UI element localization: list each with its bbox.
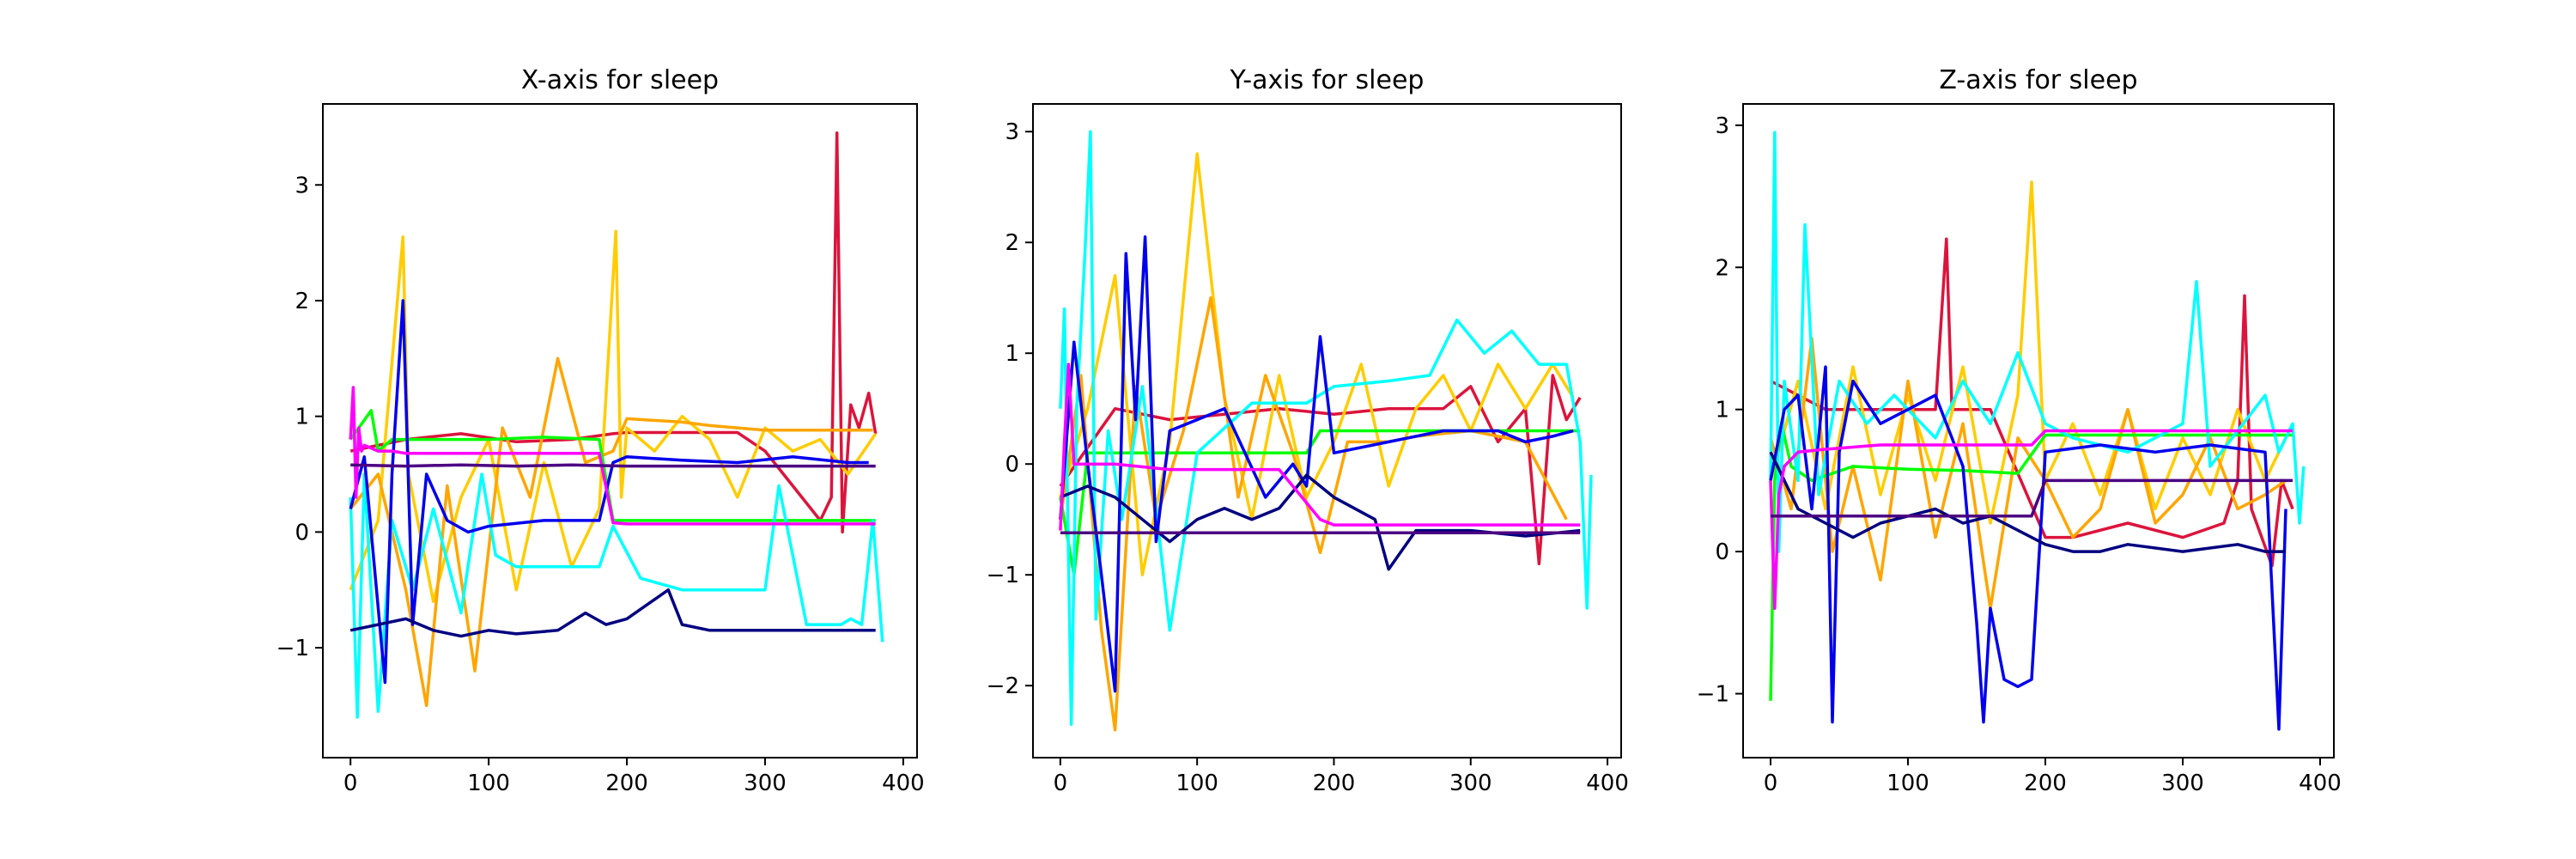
series-line-2 — [349, 229, 878, 603]
chart-panel-1: 0 100 200 300 400 −1 0 1 2 3 X-axis for sleep — [276, 65, 925, 796]
series-line-7 — [1769, 451, 2286, 553]
y-tick-label: −1 — [1697, 682, 1729, 708]
x-tick-label: 300 — [1449, 771, 1492, 796]
y-tick-label: −1 — [987, 563, 1019, 588]
x-tick-label: 100 — [467, 771, 510, 796]
series-line-7 — [349, 588, 876, 638]
chart-panel-2: 0 100 200 300 400 −2 −1 0 1 2 3 Y-axis for sleep — [987, 65, 1629, 796]
y-tick-label: 2 — [1005, 230, 1019, 256]
series-line-2 — [1059, 152, 1575, 576]
series-line-6 — [1769, 365, 2287, 731]
y-tick-label: −2 — [987, 673, 1019, 699]
series-line-6 — [1059, 235, 1574, 693]
axes-frame — [322, 103, 918, 758]
x-tick-label: 300 — [2161, 771, 2204, 796]
y-tick-label: 3 — [1715, 113, 1729, 139]
y-tick-label: 3 — [1005, 119, 1019, 145]
y-tick-label: 1 — [1715, 398, 1729, 423]
series-line-5 — [349, 472, 884, 719]
axes-frame — [1032, 103, 1622, 758]
x-tick-label: 300 — [744, 771, 787, 796]
series-line-9 — [350, 463, 876, 468]
y-tick-label: 2 — [1715, 255, 1729, 281]
axes-frame — [1742, 103, 2335, 758]
x-tick-label: 0 — [1054, 771, 1068, 796]
x-tick-label: 200 — [605, 771, 648, 796]
series-line-8 — [1769, 429, 2293, 611]
x-tick-label: 0 — [1764, 771, 1778, 796]
y-tick-label: 1 — [1005, 341, 1019, 367]
series-group — [1769, 131, 2306, 731]
series-line-1 — [1770, 237, 2294, 568]
series-line-6 — [349, 299, 869, 685]
x-tick-label: 200 — [1313, 771, 1356, 796]
y-tick-label: −1 — [276, 636, 309, 661]
x-tick-label: 0 — [343, 771, 358, 796]
series-line-8 — [349, 386, 876, 526]
y-tick-label: 1 — [295, 405, 309, 430]
series-line-5 — [1769, 131, 2306, 553]
series-line-7 — [1060, 473, 1581, 571]
series-line-9 — [1771, 478, 2293, 518]
series-line-1 — [349, 131, 878, 534]
y-tick-label: 0 — [295, 520, 309, 545]
series-line-5 — [1059, 130, 1593, 727]
chart-title: Z-axis for sleep — [1939, 65, 2137, 95]
series-group — [349, 131, 884, 719]
series-line-2 — [1769, 180, 2287, 525]
x-tick-label: 200 — [2024, 771, 2067, 796]
y-tick-label: 2 — [295, 289, 309, 314]
y-tick-label: 0 — [1005, 452, 1019, 478]
y-tick-label: 0 — [1715, 539, 1729, 565]
chart-title: Y-axis for sleep — [1230, 65, 1425, 95]
chart-panel-3: 0 100 200 300 400 −1 0 1 2 3 Z-axis for sleep — [1697, 65, 2342, 796]
x-tick-label: 400 — [2299, 771, 2342, 796]
series-group — [1059, 130, 1593, 732]
x-tick-label: 400 — [1586, 771, 1629, 796]
y-tick-label: 3 — [295, 173, 309, 198]
series-line-3 — [1769, 337, 2287, 611]
x-tick-label: 100 — [1176, 771, 1218, 796]
series-line-8 — [1059, 362, 1581, 531]
x-tick-label: 100 — [1886, 771, 1929, 796]
x-tick-label: 400 — [882, 771, 925, 796]
chart-title: X-axis for sleep — [521, 65, 719, 95]
